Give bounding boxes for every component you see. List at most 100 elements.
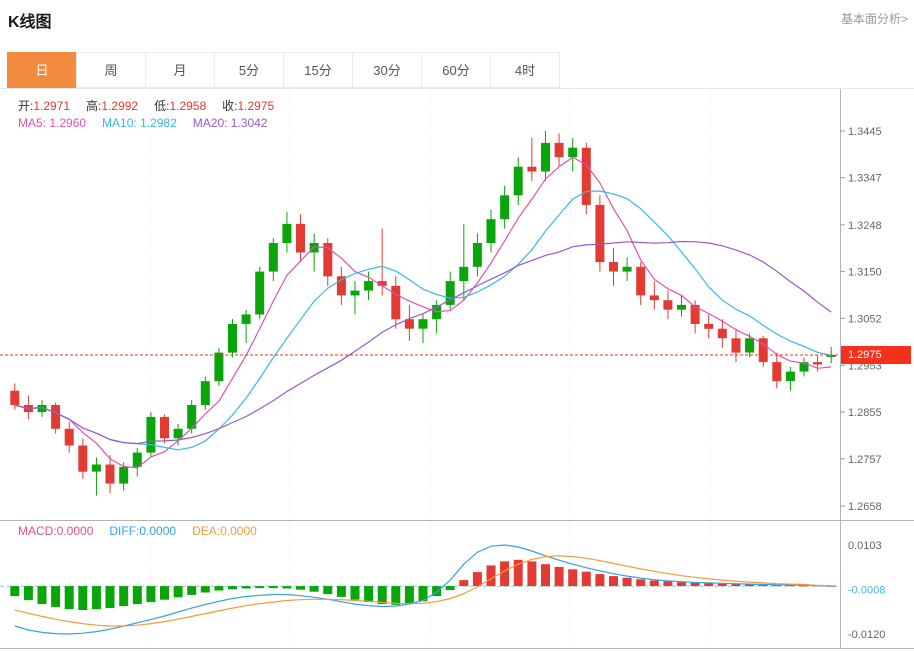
macd-hist-bar bbox=[609, 576, 618, 587]
diff-line bbox=[14, 544, 832, 635]
candle-body bbox=[472, 243, 482, 267]
macd-hist-bar bbox=[255, 586, 265, 589]
macd-hist-bar bbox=[404, 586, 414, 605]
page-title: K线图 bbox=[8, 14, 52, 31]
macd-hist-bar bbox=[731, 584, 741, 587]
price-tick-label: 1.3445 bbox=[848, 126, 882, 138]
candle-body bbox=[146, 416, 156, 453]
candle-body bbox=[214, 352, 224, 382]
candle-body bbox=[241, 314, 251, 324]
macd-hist-bar bbox=[445, 586, 455, 591]
macd-hist-bar bbox=[554, 567, 564, 587]
candle-body bbox=[132, 452, 142, 467]
candle-body bbox=[336, 276, 346, 296]
macd-hist-bar bbox=[119, 586, 129, 607]
macd-hist-bar bbox=[309, 586, 319, 592]
candle-body bbox=[459, 266, 469, 282]
ma-row-ma5: MA5: 1.2960 bbox=[18, 116, 87, 130]
candle-body bbox=[554, 142, 564, 158]
candle-body bbox=[609, 262, 618, 272]
price-tick-label: 1.3052 bbox=[848, 313, 882, 325]
tab-timeframe-8[interactable]: 4时 bbox=[490, 52, 560, 88]
candle-body bbox=[677, 304, 686, 310]
candle-body bbox=[37, 405, 47, 413]
tab-timeframe-4[interactable]: 5分 bbox=[214, 52, 284, 88]
macd-hist-bar bbox=[595, 574, 605, 587]
ohlc-row-open: 开:1.2971 bbox=[18, 99, 71, 113]
macd-hist-bar bbox=[459, 580, 469, 587]
ma-info: MA5: 1.2960 MA10: 1.2982 MA20: 1.3042 bbox=[18, 116, 283, 130]
macd-hist-bar bbox=[64, 586, 74, 610]
candle-body bbox=[649, 295, 659, 301]
tab-timeframe-7[interactable]: 60分 bbox=[421, 52, 491, 88]
macd-hist-bar bbox=[10, 586, 20, 597]
macd-hist-bar bbox=[704, 583, 714, 587]
candle-body bbox=[10, 390, 20, 405]
candle-body bbox=[78, 445, 88, 472]
ma20-line bbox=[14, 240, 832, 445]
macd-legend-diff: DIFF:0.0000 bbox=[109, 524, 177, 538]
ohlc-row-low: 低:1.2958 bbox=[154, 99, 207, 113]
candle-body bbox=[377, 281, 387, 286]
tab-timeframe-5[interactable]: 15分 bbox=[283, 52, 353, 88]
macd-hist-bar bbox=[78, 586, 88, 610]
price-tick-label: 1.2757 bbox=[848, 454, 882, 466]
tab-timeframe-6[interactable]: 30分 bbox=[352, 52, 422, 88]
candle-body bbox=[350, 290, 360, 296]
macd-tick-label: 0.0103 bbox=[848, 540, 882, 552]
price-tick-label: 1.2658 bbox=[848, 501, 882, 513]
candle-body bbox=[826, 355, 836, 357]
candle-body bbox=[758, 338, 768, 363]
fundamental-analysis-link[interactable]: 基本面分析> bbox=[840, 12, 908, 26]
macd-hist-bar bbox=[663, 581, 673, 587]
tab-timeframe-1[interactable]: 日 bbox=[7, 52, 77, 88]
ma10-line bbox=[14, 190, 832, 451]
ma-row-ma20: MA20: 1.3042 bbox=[192, 116, 268, 130]
macd-hist-bar bbox=[350, 586, 360, 600]
macd-hist-bar bbox=[241, 586, 251, 589]
candle-body bbox=[296, 223, 305, 253]
macd-hist-bar bbox=[146, 586, 156, 603]
candle-body bbox=[51, 405, 61, 429]
macd-hist-bar bbox=[364, 586, 374, 603]
candle-body bbox=[500, 195, 510, 220]
macd-hist-bar bbox=[472, 572, 482, 587]
macd-hist-bar bbox=[377, 586, 387, 605]
price-tick-label: 1.3150 bbox=[848, 267, 882, 279]
candle-body bbox=[255, 271, 265, 315]
candle-body bbox=[268, 243, 278, 272]
candle-body bbox=[513, 166, 523, 196]
macd-hist-bar bbox=[132, 586, 142, 605]
macd-hist-bar bbox=[282, 586, 292, 589]
candle-body bbox=[91, 464, 101, 472]
tab-timeframe-2[interactable]: 周 bbox=[76, 52, 146, 88]
tab-timeframe-3[interactable]: 月 bbox=[145, 52, 215, 88]
candle-body bbox=[486, 219, 496, 243]
candle-body bbox=[622, 266, 632, 272]
candle-body bbox=[173, 428, 183, 439]
macd-hist-bar bbox=[91, 586, 101, 610]
candle-body bbox=[228, 324, 237, 353]
candle-body bbox=[595, 204, 605, 263]
macd-hist-bar bbox=[173, 586, 183, 598]
candle-body bbox=[717, 328, 727, 339]
price-tick-label: 1.2855 bbox=[848, 407, 882, 419]
macd-hist-bar bbox=[214, 586, 224, 591]
macd-hist-bar bbox=[160, 586, 169, 600]
candle-body bbox=[799, 362, 809, 372]
header: K线图 基本面分析> bbox=[0, 0, 914, 42]
candle-body bbox=[785, 371, 795, 382]
macd-hist-bar bbox=[758, 584, 768, 587]
macd-hist-bar bbox=[228, 586, 237, 590]
macd-hist-bar bbox=[636, 579, 646, 587]
candle-body bbox=[813, 362, 823, 365]
macd-hist-bar bbox=[500, 561, 510, 587]
candle-body bbox=[527, 166, 537, 172]
candle-body bbox=[445, 281, 455, 305]
macd-hist-bar bbox=[527, 561, 537, 587]
candle-body bbox=[772, 362, 782, 382]
ma-row-ma10: MA10: 1.2982 bbox=[102, 116, 177, 130]
candle-body bbox=[309, 243, 319, 253]
